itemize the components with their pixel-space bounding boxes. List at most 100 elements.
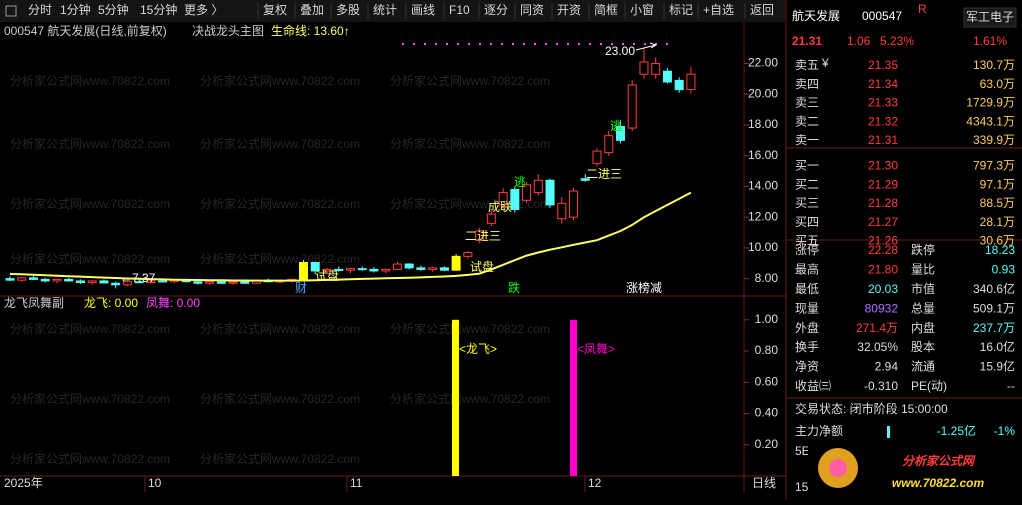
- toolbar-button[interactable]: 逐分: [484, 3, 508, 17]
- watermark: 分析家公式网www.70822.com: [10, 391, 170, 406]
- watermark: 分析家公式网www.70822.com: [200, 136, 360, 151]
- stat-value: 21.80: [868, 263, 898, 277]
- toolbar-button[interactable]: 多股: [336, 3, 360, 17]
- book-label: 卖一: [795, 133, 819, 147]
- toolbar-button[interactable]: 小窗: [630, 3, 654, 17]
- stat-value: 80932: [865, 301, 899, 315]
- candle-body: [216, 281, 226, 284]
- toolbar-button[interactable]: 简框: [594, 3, 618, 17]
- book-volume: 4343.1万: [966, 114, 1015, 128]
- watermark: 分析家公式网www.70822.com: [10, 321, 170, 336]
- book-volume: 28.1万: [980, 215, 1015, 229]
- signal-dot: [589, 43, 591, 45]
- chart-title: 000547 航天发展(日线,前复权): [4, 23, 167, 38]
- annotation: 试盘: [470, 259, 494, 274]
- signal-label: <凤舞>: [577, 342, 615, 356]
- x-tick-label: 12: [588, 476, 602, 490]
- stat-label: 最高: [795, 262, 819, 277]
- signal-dot: [446, 43, 448, 45]
- stat-label: 股本: [911, 340, 935, 354]
- stat-label: 量比: [911, 263, 935, 277]
- toolbar-button[interactable]: 同资: [520, 3, 544, 17]
- toolbar-button[interactable]: 复权: [263, 3, 287, 17]
- annotation: ←7.37: [120, 271, 156, 285]
- toolbar-button[interactable]: 1分钟: [60, 2, 91, 17]
- book-price: 21.29: [868, 177, 898, 191]
- toolbar-button[interactable]: 返回: [750, 3, 774, 17]
- candle-body: [240, 281, 250, 284]
- candle-body: [604, 135, 614, 154]
- y-tick-label: 18.00: [748, 117, 778, 131]
- watermark: 分析家公式网www.70822.com: [390, 136, 550, 151]
- toolbar-button[interactable]: 画线: [411, 3, 435, 17]
- toolbar-button[interactable]: 15分钟: [140, 2, 177, 17]
- signal-dot: [644, 43, 646, 45]
- annotation: 23.00: [605, 44, 635, 58]
- book-price: 21.33: [868, 96, 898, 110]
- y-tick-label: 0.40: [755, 406, 779, 420]
- x-tick-label: 2025年: [4, 476, 43, 490]
- toolbar-button[interactable]: +自选: [703, 3, 734, 17]
- candle-body: [416, 267, 426, 270]
- stat-value: 20.03: [868, 282, 898, 296]
- annotation: 财: [295, 281, 307, 295]
- toolbar-button[interactable]: 标记: [669, 3, 693, 17]
- candle-body: [75, 280, 85, 283]
- toolbar-button[interactable]: 更多 〉: [184, 3, 223, 17]
- toolbar-button[interactable]: 开资: [557, 3, 581, 17]
- annotation: 成联: [488, 200, 512, 214]
- toolbar-button[interactable]: 叠加: [300, 3, 324, 17]
- signal-dot: [534, 43, 536, 45]
- signal-dot: [512, 43, 514, 45]
- annotation: 逃: [610, 119, 622, 133]
- y-tick-label: 14.00: [748, 179, 778, 193]
- watermark: 分析家公式网www.70822.com: [10, 136, 170, 151]
- watermark: 分析家公式网www.70822.com: [390, 196, 550, 211]
- candle-body: [345, 268, 355, 271]
- candle-body: [299, 262, 308, 280]
- flow-value: -1.25亿: [937, 423, 976, 438]
- indicator-value: 龙飞: 0.00: [84, 296, 138, 310]
- book-volume: 88.5万: [980, 196, 1015, 210]
- menu-icon[interactable]: [5, 5, 17, 17]
- signal-dot: [578, 43, 580, 45]
- stat-label: 收益㈢: [795, 379, 831, 393]
- candle-body: [357, 268, 367, 271]
- signal-dot: [600, 43, 602, 45]
- stock-name: 航天发展: [792, 8, 840, 23]
- candle-body: [651, 63, 661, 75]
- sector: 军工电子: [966, 10, 1014, 24]
- y-tick-label: 8.00: [755, 271, 779, 285]
- toolbar-button[interactable]: 5分钟: [98, 2, 129, 17]
- candle-body: [146, 280, 156, 283]
- candle-body: [310, 262, 320, 272]
- book-label: 买三: [795, 196, 819, 210]
- currency: ¥: [821, 56, 829, 70]
- candle-body: [498, 192, 508, 206]
- toolbar-button[interactable]: F10: [449, 3, 470, 17]
- logo-flower-center: [829, 459, 847, 477]
- watermark: 分析家公式网www.70822.com: [200, 73, 360, 88]
- signal-dot: [556, 43, 558, 45]
- signal-dot: [457, 43, 459, 45]
- candle-body: [428, 267, 438, 270]
- y-tick-label: 1.00: [755, 312, 779, 326]
- signal-label: <龙飞>: [459, 342, 497, 356]
- candle-body: [439, 267, 449, 271]
- stat-label: 最低: [795, 282, 819, 296]
- toolbar-button[interactable]: 分时: [28, 3, 52, 17]
- book-volume: 1729.9万: [966, 96, 1015, 110]
- candle-body: [592, 150, 602, 164]
- candle-body: [381, 268, 391, 272]
- sector-box[interactable]: [963, 7, 1017, 28]
- book-price: 21.28: [868, 196, 898, 210]
- candle-body: [193, 281, 203, 284]
- change-pct: 5.23%: [880, 34, 914, 48]
- watermark: 分析家公式网www.70822.com: [200, 451, 360, 466]
- book-price: 21.30: [868, 159, 898, 173]
- toolbar-button[interactable]: 统计: [373, 3, 397, 17]
- watermark: 分析家公式网www.70822.com: [390, 321, 550, 336]
- stock-code: 000547: [862, 9, 902, 23]
- book-volume: 797.3万: [973, 159, 1015, 173]
